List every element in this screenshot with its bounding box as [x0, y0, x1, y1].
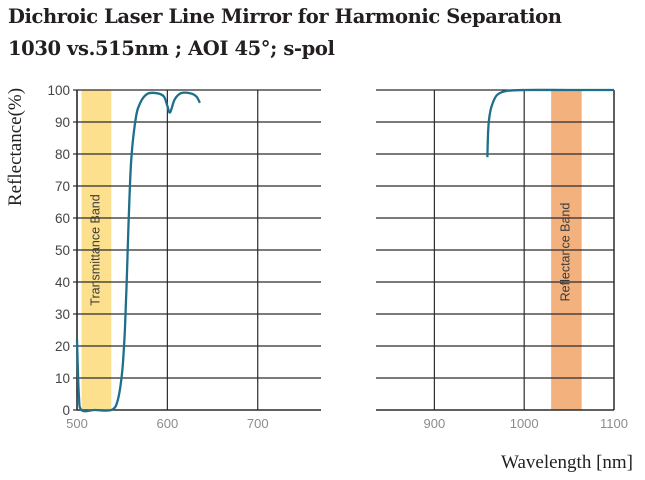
- y-axis-label: Reflectance(%): [5, 87, 26, 207]
- x-tick-label: 1000: [510, 416, 539, 431]
- x-tick-label: 1100: [600, 416, 628, 431]
- y-tick-label: 60: [55, 211, 70, 226]
- y-tick-label: 100: [47, 83, 70, 98]
- chart-title-line-2: 1030 vs.515nm ; AOI 45°; s-pol: [8, 37, 335, 60]
- y-tick-label: 40: [55, 275, 70, 290]
- x-tick-label: 600: [157, 416, 179, 431]
- band-label: Transmittance Band: [89, 194, 103, 305]
- y-tick-label: 90: [55, 115, 70, 130]
- x-tick-label: 900: [424, 416, 446, 431]
- y-tick-label: 80: [55, 147, 70, 162]
- reflectance-curve: [75, 91, 201, 413]
- panel-left: 500 600 700 0 10 20 30 40 50 60 70 80 90 100 Transmitt…: [47, 83, 321, 431]
- band-label: Reflectance Band: [559, 203, 573, 302]
- reflectance-curve: [486, 88, 614, 158]
- x-tick-label: 500: [66, 416, 88, 431]
- chart-title-line-1: Dichroic Laser Line Mirror for Harmonic …: [8, 5, 562, 28]
- x-tick-label: 700: [247, 416, 269, 431]
- y-tick-label: 30: [55, 307, 70, 322]
- y-tick-label: 50: [55, 243, 70, 258]
- y-tick-label: 0: [62, 403, 70, 418]
- y-tick-label: 70: [55, 179, 70, 194]
- y-tick-label: 20: [55, 339, 70, 354]
- x-axis-label: Wavelength [nm]: [501, 452, 633, 473]
- panel-right: 900 1000 1100 Reflectance Band: [376, 88, 628, 431]
- y-tick-label: 10: [55, 371, 70, 386]
